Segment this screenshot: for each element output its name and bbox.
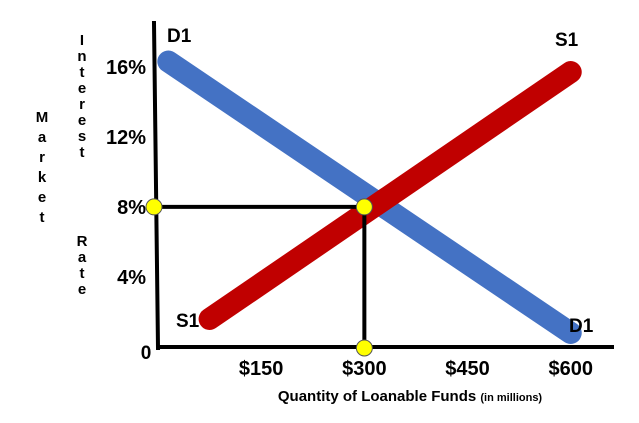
x-axis-title: Quantity of Loanable Funds (in millions) xyxy=(278,388,543,405)
y-axis-title-letter: k xyxy=(38,169,47,186)
y-tick-label: 4% xyxy=(117,267,146,289)
y-axis-title-letter: t xyxy=(80,64,85,81)
y-axis-title-letter: a xyxy=(38,129,47,146)
supply-start-label: S1 xyxy=(176,311,200,332)
x-axis-title-note: (in millions) xyxy=(480,392,542,404)
y-axis-title-letter: R xyxy=(77,233,88,250)
y-axis-line xyxy=(151,20,161,351)
origin-label: 0 xyxy=(141,343,152,364)
demand-start-label: D1 xyxy=(167,26,192,47)
x-tick-label: $300 xyxy=(342,358,387,380)
y-axis-title-letter: t xyxy=(80,144,85,161)
y-axis-title-letter: r xyxy=(39,149,45,166)
y-axis-title-letter: I xyxy=(80,32,84,49)
y-tick-label: 16% xyxy=(106,57,146,79)
x-tick-label: $150 xyxy=(239,358,284,380)
x-tick-label: $600 xyxy=(548,358,593,380)
y-tick-label: 8% xyxy=(117,197,146,219)
equilibrium-rate-marker xyxy=(145,198,163,216)
x-tick-label: $450 xyxy=(445,358,490,380)
y-axis-title-letter: e xyxy=(78,80,86,97)
y-axis-title-letter: M xyxy=(36,109,49,126)
y-axis-title-letter: e xyxy=(78,281,86,298)
y-axis-title-letter: a xyxy=(78,249,87,266)
y-tick-label: 12% xyxy=(106,127,146,149)
labels: Quantity of Loanable Funds (in millions)… xyxy=(36,26,594,405)
x-axis-title-main: Quantity of Loanable Funds xyxy=(278,388,481,405)
equilibrium-point xyxy=(355,198,373,216)
y-axis-title-letter: n xyxy=(77,48,86,65)
series-layer xyxy=(157,50,582,344)
demand-end-label: D1 xyxy=(569,316,594,337)
y-axis-title-letter: e xyxy=(38,189,46,206)
equilibrium-quantity-marker xyxy=(355,339,373,357)
y-axis-title-letter: r xyxy=(79,96,85,113)
y-axis-title-letter: e xyxy=(78,112,86,129)
equilibrium-guides xyxy=(145,198,373,357)
series-line-s1 xyxy=(198,61,582,330)
y-axis-title-letter: s xyxy=(78,128,86,145)
axes: 4% 8% 12% 16% $150 $300 $450 $600 0 xyxy=(106,20,614,380)
y-axis-title-letter: t xyxy=(40,209,45,226)
y-axis-title-letter: t xyxy=(80,265,85,282)
supply-end-label: S1 xyxy=(555,30,579,51)
